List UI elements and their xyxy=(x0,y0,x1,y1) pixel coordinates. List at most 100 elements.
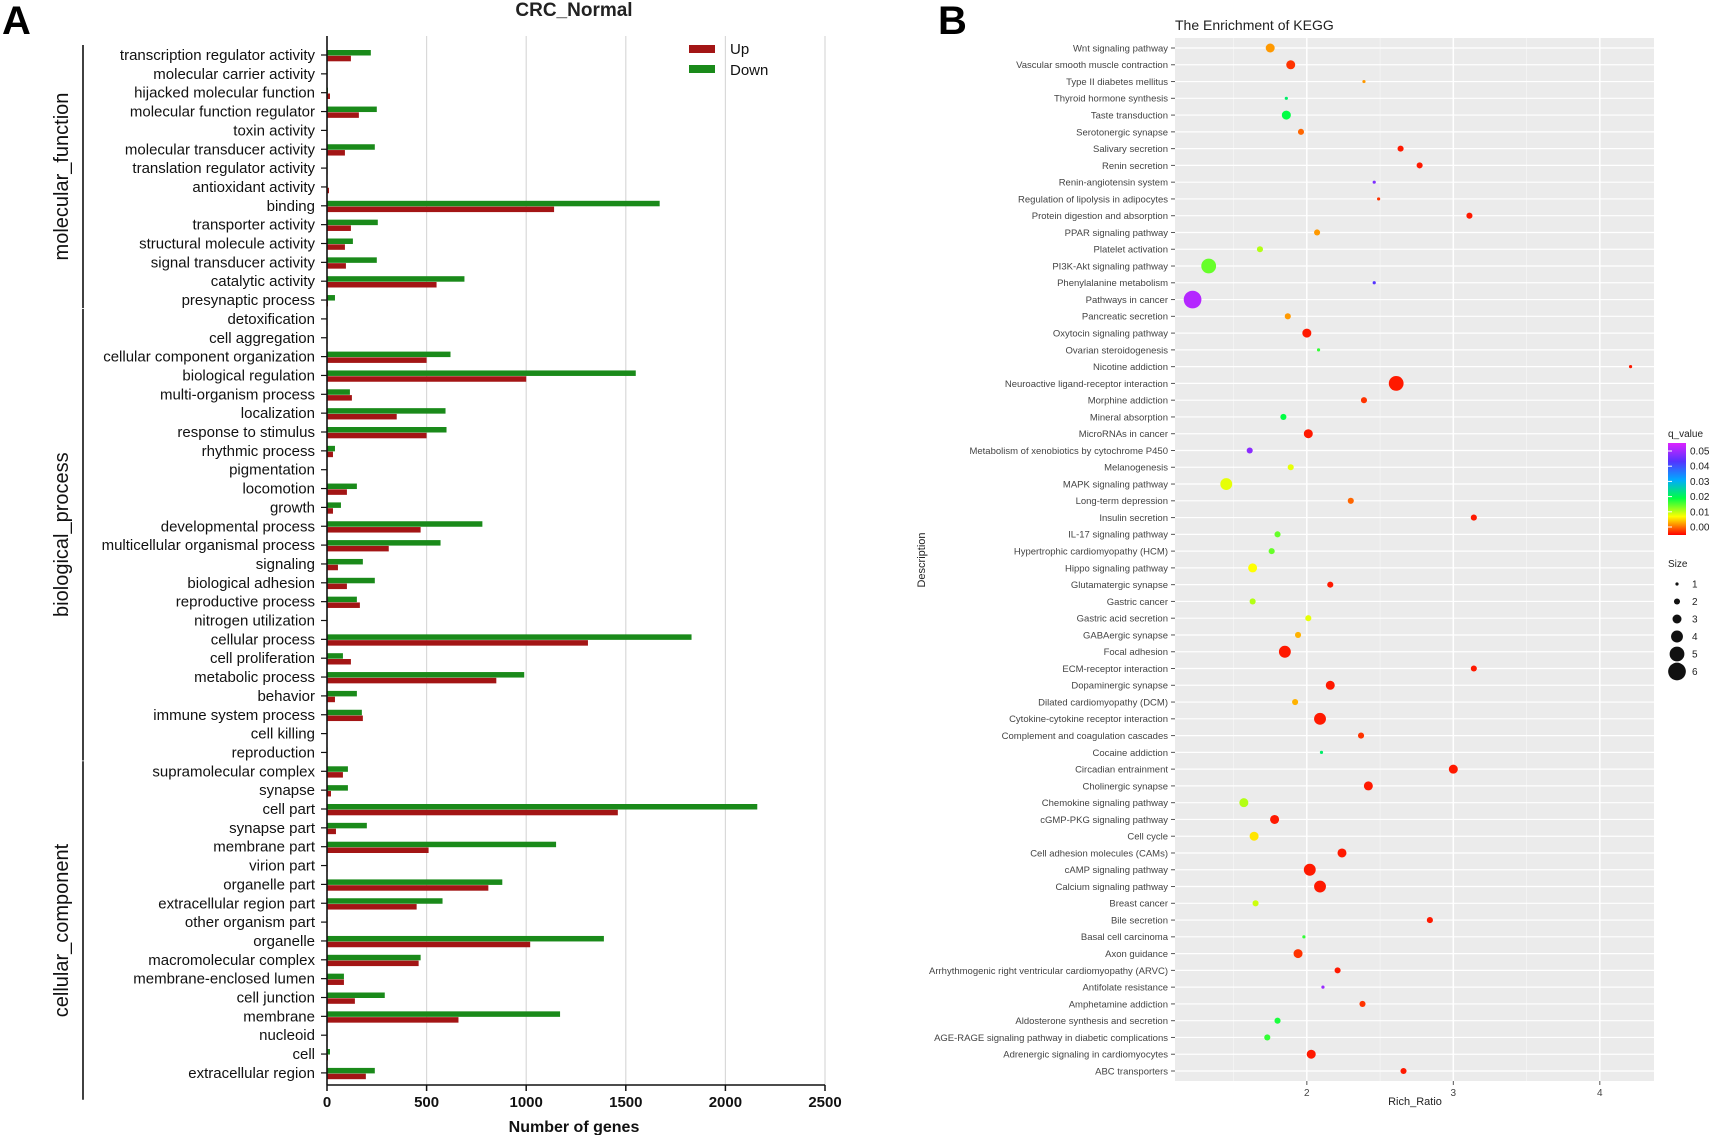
kegg-point xyxy=(1314,229,1321,236)
category-label: Type II diabetes mellitus xyxy=(1066,77,1168,88)
category-label: Focal adhesion xyxy=(1104,647,1168,658)
category-label: AGE-RAGE signaling pathway in diabetic c… xyxy=(934,1033,1168,1044)
legend-up-swatch xyxy=(689,45,715,53)
x-tick-label: 0 xyxy=(323,1094,331,1111)
chart-b-x-axis-label: Rich_Ratio xyxy=(1388,1096,1442,1108)
category-label: molecular carrier activity xyxy=(153,66,315,83)
color-legend-tick-label: 0.05 xyxy=(1690,447,1710,458)
kegg-point xyxy=(1249,598,1256,605)
category-label: rhythmic process xyxy=(202,443,315,460)
category-label: localization xyxy=(241,405,315,422)
legend-down-label: Down xyxy=(730,62,768,79)
bar-down xyxy=(327,1067,375,1074)
bar-down xyxy=(327,257,377,263)
kegg-point xyxy=(1400,1067,1407,1075)
legend-up-label: Up xyxy=(730,41,749,58)
category-label: Cholinergic synapse xyxy=(1082,781,1168,792)
category-label: Thyroid hormone synthesis xyxy=(1054,94,1168,105)
kegg-point xyxy=(1249,831,1259,841)
bar-up xyxy=(327,1017,459,1023)
bar-down xyxy=(327,106,377,113)
bar-down xyxy=(327,879,503,885)
bar-up xyxy=(327,413,397,420)
category-label: PPAR signaling pathway xyxy=(1065,228,1169,239)
category-label: synapse part xyxy=(229,820,316,837)
bar-up xyxy=(327,508,333,514)
kegg-point xyxy=(1287,464,1294,471)
category-label: transporter activity xyxy=(192,217,315,234)
kegg-point xyxy=(1246,447,1253,454)
bar-down xyxy=(327,634,692,640)
kegg-point xyxy=(1256,246,1264,253)
category-label: nitrogen utilization xyxy=(194,613,315,630)
group-label: cellular_component xyxy=(51,843,73,1017)
kegg-point xyxy=(1183,290,1202,309)
category-label: MicroRNAs in cancer xyxy=(1079,429,1168,440)
kegg-point xyxy=(1302,328,1312,338)
bar-up xyxy=(327,263,346,269)
x-tick-label: 4 xyxy=(1597,1088,1603,1099)
size-legend-label: 2 xyxy=(1692,597,1698,608)
kegg-point xyxy=(1303,863,1316,876)
kegg-point xyxy=(1416,162,1423,169)
category-label: structural molecule activity xyxy=(139,236,315,253)
bar-up xyxy=(327,640,588,646)
kegg-point xyxy=(1319,750,1324,754)
kegg-point xyxy=(1292,698,1299,706)
kegg-point xyxy=(1334,967,1341,974)
kegg-point xyxy=(1286,60,1296,70)
chart-a-gridlines xyxy=(426,36,826,1085)
bar-up xyxy=(327,451,333,458)
size-legend-label: 5 xyxy=(1692,650,1698,661)
category-label: Cell adhesion molecules (CAMs) xyxy=(1030,848,1168,859)
category-label: membrane-enclosed lumen xyxy=(133,971,315,988)
x-tick-label: 2000 xyxy=(709,1094,742,1111)
kegg-point xyxy=(1306,1049,1316,1059)
kegg-point xyxy=(1372,281,1376,285)
bar-down xyxy=(327,445,335,452)
kegg-point xyxy=(1628,365,1633,369)
category-label: multicellular organismal process xyxy=(102,537,315,554)
kegg-point xyxy=(1377,197,1381,201)
category-label: cAMP signaling pathway xyxy=(1065,865,1169,876)
bar-up xyxy=(327,847,429,853)
category-label: cGMP-PKG signaling pathway xyxy=(1040,815,1168,826)
category-label: reproduction xyxy=(232,744,315,761)
category-label: molecular transducer activity xyxy=(125,141,316,158)
category-label: Axon guidance xyxy=(1105,949,1168,960)
bar-down xyxy=(327,558,363,565)
category-label: response to stimulus xyxy=(177,424,315,441)
bar-up xyxy=(327,772,343,778)
category-label: Renin-angiotensin system xyxy=(1059,178,1168,189)
bar-down xyxy=(327,785,348,791)
category-label: Chemokine signaling pathway xyxy=(1042,798,1168,809)
size-legend-label: 3 xyxy=(1692,615,1698,626)
kegg-point xyxy=(1448,764,1458,774)
chart-b-plot-background xyxy=(1175,38,1654,1081)
category-label: Adrenergic signaling in cardiomyocytes xyxy=(1003,1050,1168,1061)
kegg-point xyxy=(1284,96,1288,100)
category-label: detoxification xyxy=(227,311,315,328)
panel-b-letter: B xyxy=(938,0,967,43)
kegg-point xyxy=(1363,781,1373,791)
chart-b-y-axis-label: Description xyxy=(916,532,928,587)
group-label: biological_process xyxy=(51,452,73,617)
bar-up xyxy=(327,885,489,891)
category-label: Wnt signaling pathway xyxy=(1073,43,1168,54)
x-tick-label: 500 xyxy=(414,1094,439,1111)
category-label: growth xyxy=(270,499,315,516)
kegg-point xyxy=(1321,985,1325,989)
chart-b-category-labels: Wnt signaling pathway Vascular smooth mus… xyxy=(929,43,1175,1077)
bar-up xyxy=(327,564,338,571)
category-label: organelle xyxy=(253,933,315,950)
x-tick-label: 3 xyxy=(1451,1088,1457,1099)
bar-down xyxy=(327,370,636,376)
category-label: antioxidant activity xyxy=(192,179,315,196)
kegg-point xyxy=(1314,880,1326,893)
category-label: biological regulation xyxy=(182,367,315,384)
chart-a-x-axis: 0 500 1000 1500 2000 2500 xyxy=(323,36,842,1111)
category-label: cellular component organization xyxy=(103,349,315,366)
kegg-point xyxy=(1220,478,1233,490)
category-label: Calcium signaling pathway xyxy=(1056,882,1169,893)
category-label: transcription regulator activity xyxy=(120,47,316,64)
